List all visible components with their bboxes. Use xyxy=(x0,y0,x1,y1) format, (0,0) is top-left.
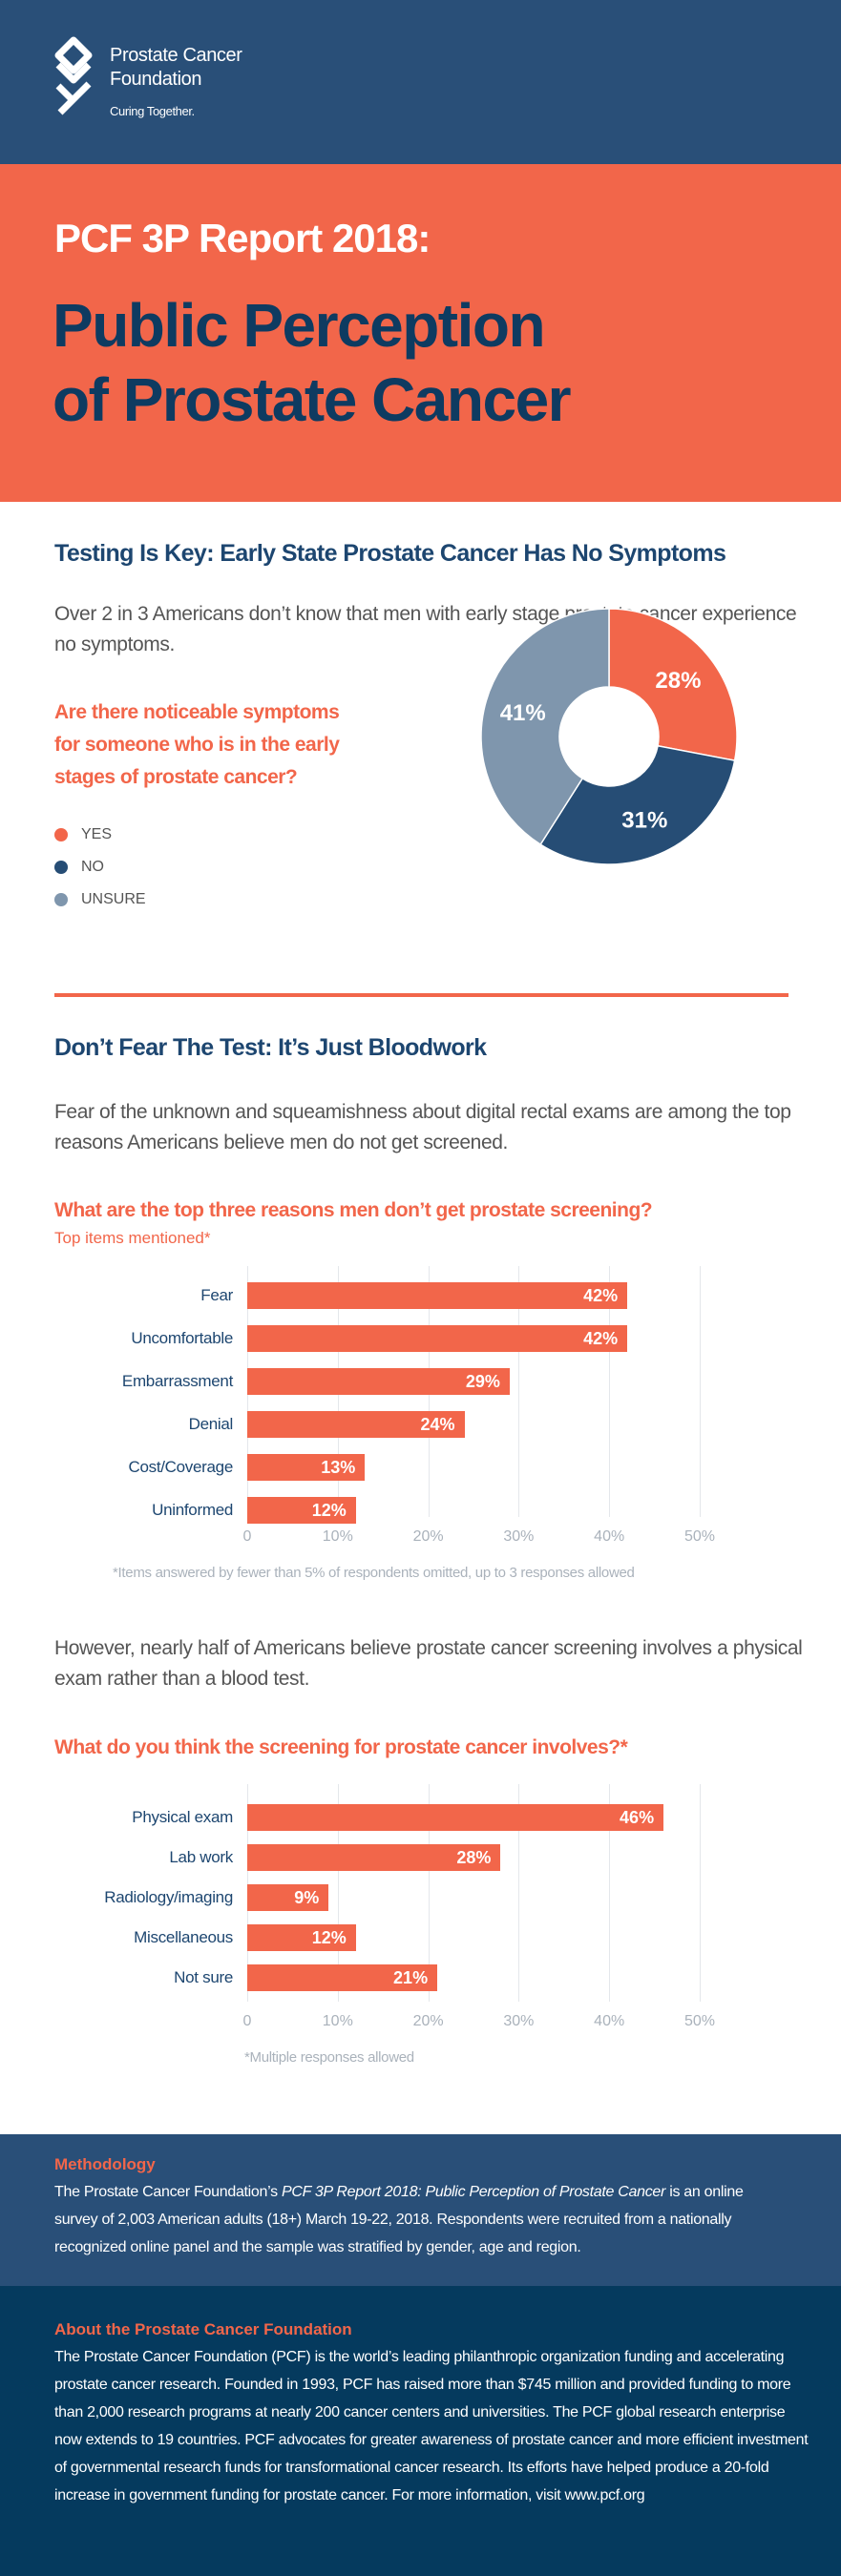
methodology-text: The Prostate Cancer Foundation’s PCF 3P … xyxy=(54,2178,789,2261)
bar-category-label: Not sure xyxy=(174,1968,233,1986)
header: Prostate Cancer Foundation Curing Togeth… xyxy=(0,0,841,164)
gridline xyxy=(337,1784,339,2002)
tagline: Curing Together. xyxy=(110,104,195,118)
pcf-logo-icon xyxy=(54,36,93,115)
legend-dot xyxy=(54,828,68,841)
bar: 9% xyxy=(247,1884,329,1911)
bar: 46% xyxy=(247,1804,664,1831)
bar-category-label: Uncomfortable xyxy=(131,1329,233,1347)
about-title: About the Prostate Cancer Foundation xyxy=(54,2320,352,2338)
x-tick-label: 50% xyxy=(683,1528,716,1545)
section-divider xyxy=(54,993,788,997)
x-tick-label: 30% xyxy=(503,2013,535,2029)
gridline xyxy=(518,1266,520,1517)
donut-slice-unsure xyxy=(480,608,610,846)
donut-slice-label: 28% xyxy=(655,668,701,694)
section2-title: Don’t Fear The Test: It’s Just Bloodwork xyxy=(54,1034,487,1061)
bar: 28% xyxy=(247,1844,501,1871)
donut-chart: 28% 31% 41% xyxy=(480,608,738,865)
x-tick-label: 20% xyxy=(412,2013,444,2029)
org-name-line1: Prostate Cancer xyxy=(110,45,242,66)
bar-category-label: Cost/Coverage xyxy=(128,1458,234,1476)
legend-label: NO xyxy=(81,859,104,875)
legend-item-unsure: UNSURE xyxy=(54,883,146,916)
methodology-title: Methodology xyxy=(54,2155,156,2173)
legend-label: YES xyxy=(81,826,113,842)
section2-paragraph2: However, nearly half of Americans believ… xyxy=(54,1637,803,1690)
bar: 29% xyxy=(247,1368,510,1395)
bar-category-label: Radiology/imaging xyxy=(104,1888,233,1906)
chart1-title: What are the top three reasons men don’t… xyxy=(54,1199,653,1221)
chart-footnote: *Items answered by fewer than 5% of resp… xyxy=(113,1565,635,1581)
methodology-text-part: is an online survey of 2,003 American ad… xyxy=(54,2184,744,2255)
gridline xyxy=(700,1266,701,1517)
bar: 13% xyxy=(247,1454,366,1481)
gridline xyxy=(700,1784,701,2002)
section1-title: Testing Is Key: Early State Prostate Can… xyxy=(54,540,726,567)
bar: 21% xyxy=(247,1964,438,1991)
report-name: PCF 3P Report 2018: Public Perception of… xyxy=(281,2184,666,2200)
x-tick-label: 10% xyxy=(322,2013,353,2029)
donut-slice-label: 41% xyxy=(500,700,546,726)
legend-item-yes: YES xyxy=(54,819,146,851)
donut-slice-yes xyxy=(608,608,738,761)
x-tick-label: 40% xyxy=(594,2013,625,2029)
bar-chart-reasons: 0 10% 20% 30% 40% 50% Fear 42% Uncomfortable 42% E… xyxy=(0,1266,841,1600)
x-tick-label: 20% xyxy=(412,1528,444,1545)
donut-legend: YES NO UNSURE xyxy=(54,819,146,916)
x-tick-label: 40% xyxy=(594,1528,625,1545)
org-name-line2: Foundation xyxy=(110,69,202,90)
about-section: About the Prostate Cancer Foundation The… xyxy=(0,2286,841,2576)
x-tick-label: 0 xyxy=(242,1528,252,1545)
chart1-subtitle: Top items mentioned* xyxy=(54,1229,211,1247)
title-line1: Public Perception xyxy=(53,291,546,360)
chart2-title: What do you think the screening for pros… xyxy=(54,1736,628,1758)
methodology-text-part: The Prostate Cancer Foundation’s xyxy=(54,2184,282,2200)
chart-footnote: *Multiple responses allowed xyxy=(244,2049,414,2066)
bar: 12% xyxy=(247,1924,356,1951)
gridline xyxy=(609,1784,611,2002)
section2-paragraph: Fear of the unknown and squeamishness ab… xyxy=(54,1101,791,1153)
donut-question: Are there noticeable symptoms for someon… xyxy=(54,701,340,788)
bar-category-label: Lab work xyxy=(169,1848,233,1866)
bar-category-label: Uninformed xyxy=(152,1501,233,1519)
x-tick-label: 50% xyxy=(683,2013,716,2029)
legend-label: UNSURE xyxy=(81,891,146,907)
legend-dot xyxy=(54,893,68,906)
x-tick-label: 30% xyxy=(503,1528,535,1545)
bar: 42% xyxy=(247,1325,628,1352)
legend-item-no: NO xyxy=(54,851,146,883)
gridline xyxy=(428,1784,430,2002)
title-line2: of Prostate Cancer xyxy=(53,365,572,434)
bar: 24% xyxy=(247,1411,465,1438)
legend-dot xyxy=(54,861,68,874)
bar-category-label: Miscellaneous xyxy=(134,1928,233,1946)
bar: 12% xyxy=(247,1497,356,1524)
bar-chart-screening: 0 10% 20% 30% 40% 50% Physical exam 46% Lab work… xyxy=(0,1784,841,2089)
donut-slice-no xyxy=(539,744,736,865)
hero-banner: PCF 3P Report 2018: Public Perception of… xyxy=(0,164,841,502)
page-title: Public Perception of Prostate Cancer xyxy=(53,288,572,437)
bar-category-label: Embarrassment xyxy=(121,1372,233,1390)
about-text: The Prostate Cancer Foundation (PCF) is … xyxy=(54,2349,809,2503)
donut-slice-label: 31% xyxy=(621,807,667,833)
bar: 42% xyxy=(247,1282,628,1309)
report-kicker: PCF 3P Report 2018: xyxy=(54,216,431,260)
bar-category-label: Fear xyxy=(200,1286,233,1304)
x-tick-label: 10% xyxy=(322,1528,353,1545)
gridline xyxy=(518,1784,520,2002)
bar-category-label: Denial xyxy=(188,1415,234,1433)
methodology-section: Methodology The Prostate Cancer Foundati… xyxy=(0,2134,841,2286)
bar-category-label: Physical exam xyxy=(132,1808,233,1826)
gridline xyxy=(609,1266,611,1517)
x-tick-label: 0 xyxy=(242,2013,252,2029)
